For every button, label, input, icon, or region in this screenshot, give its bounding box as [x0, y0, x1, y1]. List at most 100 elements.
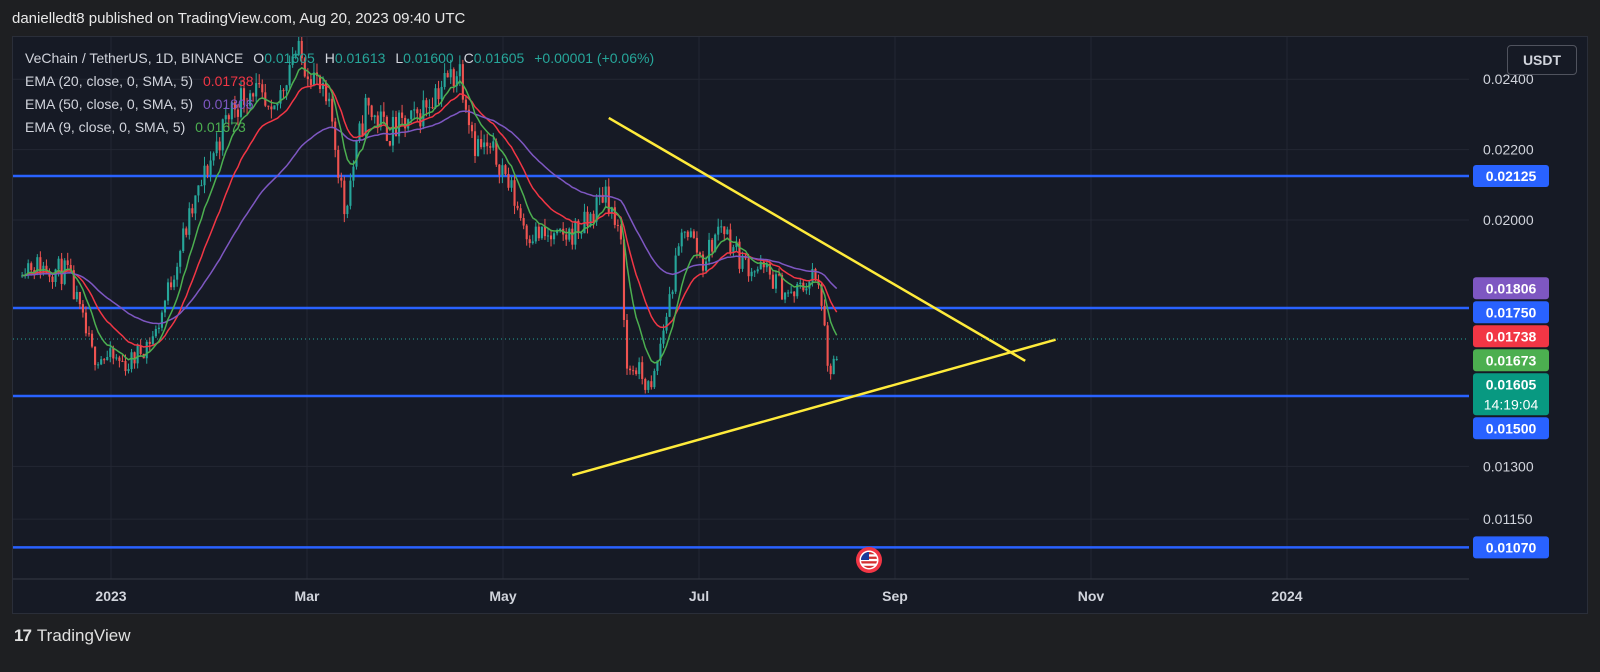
candle-body	[765, 264, 768, 268]
candle-body	[416, 109, 419, 114]
candle-body	[267, 105, 270, 107]
price-badge[interactable]: 0.01605 14:19:04	[1473, 373, 1549, 416]
candle-body	[756, 269, 759, 272]
us-flag-event-icon[interactable]	[856, 547, 882, 573]
candle-body	[288, 64, 291, 86]
candle-body	[635, 370, 638, 375]
candle-body	[741, 255, 744, 269]
candle-body	[115, 357, 118, 359]
candle-body	[552, 233, 556, 240]
tradingview-brand[interactable]: 17 TradingView	[14, 626, 130, 646]
candle-body	[428, 107, 431, 109]
candle-body	[401, 112, 404, 118]
candle-body	[714, 234, 717, 252]
ema-lines	[22, 66, 838, 364]
candle-body	[112, 348, 115, 359]
candle-body	[522, 218, 525, 226]
candle-body	[671, 291, 674, 295]
price-chart[interactable]: 0.02400 0.02200 0.02000 0.01300 0.01150 2023…	[13, 37, 1588, 614]
trend-lines	[571, 116, 1056, 477]
candle-body	[650, 381, 653, 388]
candle-body	[97, 364, 100, 366]
candle-body	[495, 141, 498, 165]
candle-body	[376, 115, 379, 127]
candle-body	[820, 284, 823, 306]
candle-body	[787, 292, 790, 294]
candle-body	[771, 274, 774, 289]
high-value: 0.01613	[334, 50, 386, 66]
candle-body	[480, 139, 483, 148]
candle-body	[443, 73, 446, 87]
price-badge-label: 0.02125	[1486, 168, 1537, 184]
candle-body	[467, 109, 471, 126]
publish-header: danielledt8 published on TradingView.com…	[0, 0, 1600, 36]
candle-body	[252, 93, 255, 97]
candle-body	[309, 79, 312, 86]
tradingview-logo-icon: 17	[14, 626, 32, 645]
price-badge[interactable]: 0.02125	[1473, 165, 1549, 188]
ema50-legend-row[interactable]: EMA (50, close, 0, SMA, 5) 0.01806	[25, 93, 654, 116]
candle-body	[221, 119, 224, 151]
price-badge[interactable]: 0.01738	[1473, 325, 1549, 348]
candle-body	[133, 352, 136, 364]
ema50-line[interactable]	[22, 110, 838, 325]
candle-body	[504, 165, 507, 174]
candle-body	[492, 141, 495, 148]
ema50-value: 0.01806	[202, 96, 254, 112]
candle-body	[413, 109, 416, 111]
price-badge[interactable]: 0.01750	[1473, 301, 1549, 324]
candle-body	[191, 208, 194, 214]
ema9-line[interactable]	[22, 66, 838, 364]
price-badge[interactable]: 0.01070	[1473, 536, 1549, 559]
candle-body	[379, 111, 382, 127]
candle-body	[525, 225, 528, 240]
price-badge[interactable]: 0.01673	[1473, 349, 1549, 372]
candle-body	[750, 271, 753, 277]
candle-body	[218, 141, 221, 151]
candle-body	[303, 58, 306, 77]
ema9-legend-row[interactable]: EMA (9, close, 0, SMA, 5) 0.01673	[25, 116, 654, 139]
candle-body	[689, 231, 692, 238]
candle-body	[534, 226, 537, 242]
candle-body	[224, 115, 227, 120]
candle-body	[464, 99, 467, 110]
candle-body	[647, 381, 650, 390]
price-tick-label: 0.01150	[1483, 511, 1533, 527]
price-badge-bg	[1473, 165, 1549, 188]
trend-line[interactable]	[571, 338, 1056, 477]
currency-button[interactable]: USDT	[1507, 45, 1577, 75]
price-badge-label: 0.01070	[1486, 539, 1537, 555]
candle-body	[732, 247, 735, 253]
candle-body	[613, 207, 616, 225]
chart-panel[interactable]: 0.02400 0.02200 0.02000 0.01300 0.01150 2023…	[12, 36, 1588, 614]
candle-body	[45, 265, 48, 273]
candle-body	[656, 360, 659, 371]
ema20-legend-row[interactable]: EMA (20, close, 0, SMA, 5) 0.01738	[25, 70, 654, 93]
candle-body	[720, 226, 723, 228]
candle-body	[69, 265, 72, 271]
candle-body	[410, 110, 413, 120]
candle-body	[355, 140, 358, 167]
candle-body	[331, 98, 334, 122]
candle-body	[81, 304, 84, 313]
candle-body	[559, 228, 562, 231]
price-badge[interactable]: 0.01500	[1473, 417, 1549, 440]
candle-body	[619, 225, 622, 240]
price-badge[interactable]: 0.01806	[1473, 277, 1549, 300]
candle-body	[306, 76, 309, 80]
candle-body	[78, 291, 81, 305]
price-tick-label: 0.02400	[1483, 71, 1534, 87]
candle-body	[151, 336, 154, 344]
candle-body	[361, 123, 364, 136]
candle-body	[805, 288, 808, 291]
candle-body	[784, 292, 787, 300]
candle-body	[382, 111, 385, 117]
candle-body	[145, 341, 148, 359]
candle-body	[586, 211, 589, 226]
price-badge-label: 0.01806	[1486, 280, 1537, 296]
trend-line[interactable]	[608, 116, 1026, 362]
candle-body	[595, 197, 598, 222]
brand-name: TradingView	[36, 626, 131, 645]
candle-body	[470, 125, 474, 132]
candle-body	[334, 121, 337, 150]
